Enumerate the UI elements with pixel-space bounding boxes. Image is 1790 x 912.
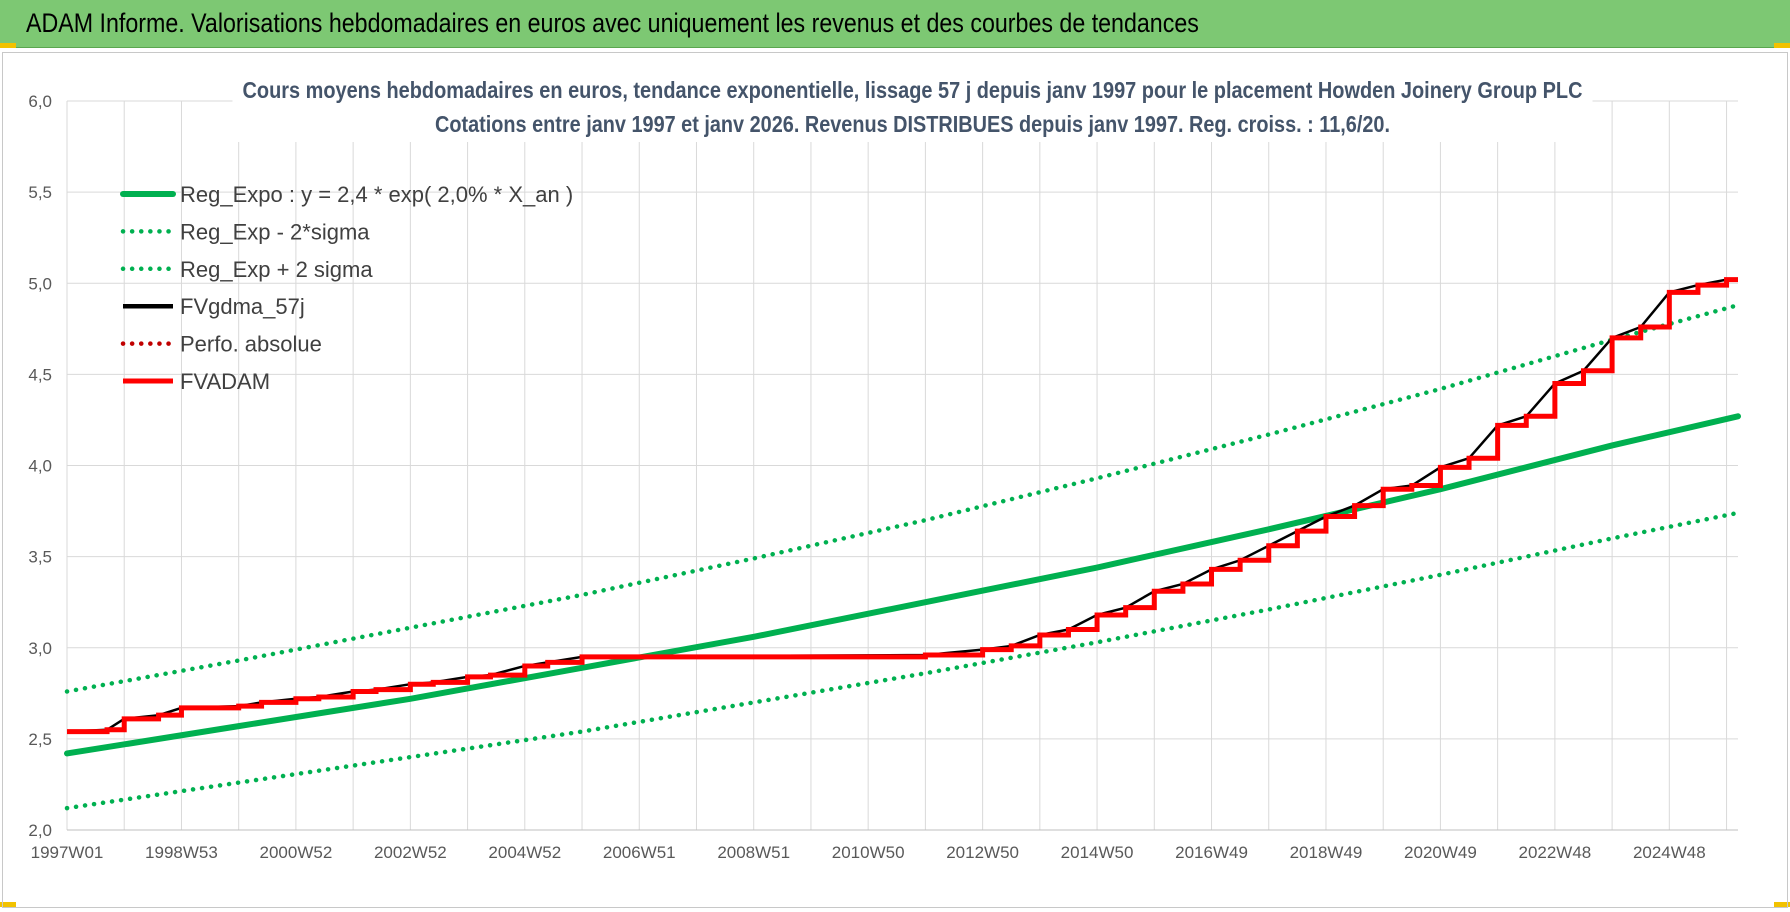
x-tick-label: 2002W52 bbox=[374, 843, 447, 862]
x-tick-label: 1997W01 bbox=[31, 843, 104, 862]
series-layer bbox=[64, 277, 1741, 811]
x-tick-label: 2016W49 bbox=[1175, 843, 1248, 862]
y-tick-label: 4,5 bbox=[28, 365, 52, 384]
y-tick-label: 5,5 bbox=[28, 183, 52, 202]
x-tick-label: 2014W50 bbox=[1061, 843, 1134, 862]
corner-mark-bottom-right bbox=[1774, 902, 1790, 907]
axis-layer: 2,0 2,5 3,0 3,5 4,0 4,5 5,0 5,5 6,0 1997W01 1998W5… bbox=[28, 92, 1738, 862]
chart-frame bbox=[2, 52, 1788, 908]
chart-subtitle: Cotations entre janv 1997 et janv 2026. … bbox=[435, 111, 1390, 137]
x-tick-label: 2020W49 bbox=[1404, 843, 1477, 862]
x-tick-label: 2000W52 bbox=[260, 843, 333, 862]
y-tick-label: 3,0 bbox=[28, 639, 52, 658]
y-tick-label: 5,0 bbox=[28, 274, 52, 293]
x-tick-label: 2018W49 bbox=[1290, 843, 1363, 862]
x-tick-label: 2004W52 bbox=[488, 843, 561, 862]
legend-label: FVADAM bbox=[180, 369, 270, 394]
series-line-reg-exp-2-sigma bbox=[64, 302, 1741, 694]
legend: Reg_Expo : y = 2,4 * exp( 2,0% * X_an ) R… bbox=[120, 182, 573, 394]
corner-mark-top-right bbox=[1774, 43, 1790, 48]
x-tick-label: 2008W51 bbox=[717, 843, 790, 862]
legend-label: Reg_Expo : y = 2,4 * exp( 2,0% * X_an ) bbox=[180, 182, 573, 207]
series-line-reg-exp-2-sigma bbox=[64, 510, 1741, 811]
chart-title-background bbox=[232, 74, 1593, 142]
y-tick-label: 6,0 bbox=[28, 92, 52, 111]
y-tick-label: 2,5 bbox=[28, 730, 52, 749]
chart-title: Cours moyens hebdomadaires en euros, ten… bbox=[243, 77, 1583, 103]
x-tick-label: 2024W48 bbox=[1633, 843, 1706, 862]
legend-label: FVgdma_57j bbox=[180, 294, 305, 319]
y-tick-label: 4,0 bbox=[28, 457, 52, 476]
y-tick-label: 2,0 bbox=[28, 821, 52, 840]
corner-mark-bottom-left bbox=[0, 902, 16, 907]
legend-label: Perfo. absolue bbox=[180, 332, 322, 357]
x-tick-label: 2022W48 bbox=[1518, 843, 1591, 862]
series-line-reg-expo-y-2-4-exp-2-0-x-an bbox=[64, 413, 1741, 757]
x-tick-label: 2006W51 bbox=[603, 843, 676, 862]
y-tick-label: 3,5 bbox=[28, 548, 52, 567]
x-tick-label: 2012W50 bbox=[946, 843, 1019, 862]
legend-label: Reg_Exp - 2*sigma bbox=[180, 219, 370, 244]
report-header-bar: ADAM Informe. Valorisations hebdomadaire… bbox=[0, 0, 1790, 48]
legend-label: Reg_Exp + 2 sigma bbox=[180, 257, 373, 282]
x-tick-label: 2010W50 bbox=[832, 843, 905, 862]
corner-mark-top-left bbox=[0, 43, 16, 48]
series-line-fvadam bbox=[67, 277, 1738, 735]
report-title: ADAM Informe. Valorisations hebdomadaire… bbox=[26, 8, 1199, 38]
grid-layer bbox=[66, 100, 1738, 831]
x-tick-label: 1998W53 bbox=[145, 843, 218, 862]
